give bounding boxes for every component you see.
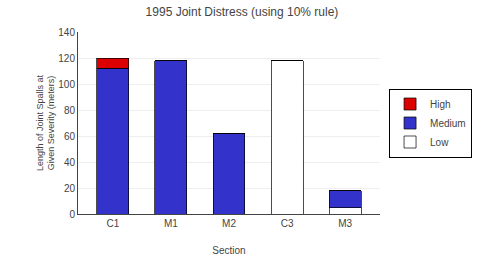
svg-text:20: 20 (64, 183, 76, 194)
svg-text:100: 100 (58, 79, 75, 90)
svg-text:Section: Section (212, 245, 245, 256)
svg-text:1995 Joint Distress (using 10%: 1995 Joint Distress (using 10% rule) (146, 5, 339, 19)
svg-text:Low: Low (430, 137, 449, 148)
svg-text:C3: C3 (281, 218, 294, 229)
svg-text:120: 120 (58, 53, 75, 64)
svg-text:M1: M1 (164, 218, 178, 229)
svg-text:M2: M2 (222, 218, 236, 229)
svg-text:Length of Joint Spalls atGiven: Length of Joint Spalls atGiven Severity … (35, 74, 57, 171)
svg-text:M3: M3 (338, 218, 352, 229)
svg-text:Medium: Medium (430, 118, 466, 129)
svg-text:80: 80 (64, 105, 76, 116)
svg-text:High: High (430, 99, 451, 110)
svg-text:40: 40 (64, 157, 76, 168)
svg-text:140: 140 (58, 27, 75, 38)
svg-text:60: 60 (64, 131, 76, 142)
svg-text:C1: C1 (106, 218, 119, 229)
svg-text:0: 0 (69, 209, 75, 220)
